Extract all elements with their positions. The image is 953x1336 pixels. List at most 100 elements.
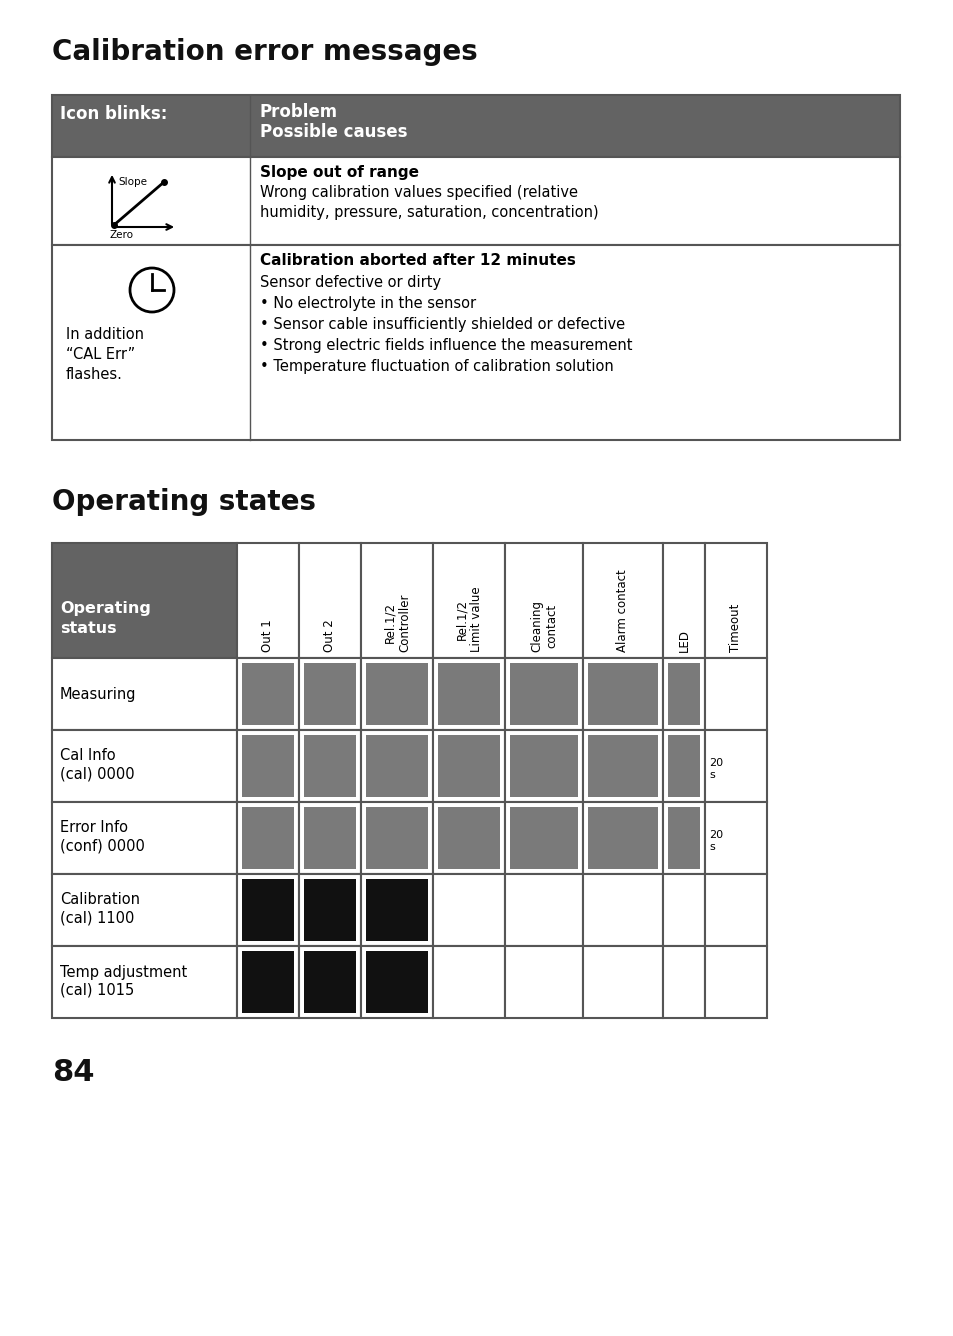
Bar [304,879,355,941]
Text: Rel.1/2
Limit value: Rel.1/2 Limit value [455,587,482,652]
Text: Sensor defective or dirty: Sensor defective or dirty [260,275,440,290]
Text: “CAL Err”: “CAL Err” [66,347,135,362]
Bar [52,729,236,802]
Bar [582,802,662,874]
Bar [433,659,504,729]
Bar [298,659,360,729]
Text: Operating: Operating [60,601,151,616]
Text: (cal) 1100: (cal) 1100 [60,911,134,926]
Bar [366,879,428,941]
Bar [236,542,298,659]
Bar [360,659,433,729]
Bar [366,807,428,868]
Bar [52,874,236,946]
Bar [242,735,294,798]
Bar [587,807,658,868]
Bar [510,807,578,868]
Text: • No electrolyte in the sensor: • No electrolyte in the sensor [260,297,476,311]
Text: Timeout: Timeout [729,604,741,652]
Bar [587,735,658,798]
Text: • Temperature fluctuation of calibration solution: • Temperature fluctuation of calibration… [260,359,613,374]
Bar [52,95,899,158]
Bar [667,735,700,798]
Text: Out 1: Out 1 [261,620,274,652]
Text: Calibration: Calibration [60,892,140,907]
Bar [582,542,662,659]
Bar [52,946,236,1018]
Bar [433,946,504,1018]
Bar [52,659,236,729]
Bar [366,951,428,1013]
Text: • Strong electric fields influence the measurement: • Strong electric fields influence the m… [260,338,632,353]
Bar [52,542,236,659]
Text: LED: LED [677,629,690,652]
Bar [52,244,899,440]
Text: flashes.: flashes. [66,367,123,382]
Text: 20
s: 20 s [708,758,722,780]
Bar [504,874,582,946]
Bar [304,807,355,868]
Bar [662,802,704,874]
Bar [433,729,504,802]
Text: Measuring: Measuring [60,687,136,701]
Text: Wrong calibration values specified (relative: Wrong calibration values specified (rela… [260,184,578,200]
Bar [242,951,294,1013]
Text: Temp adjustment: Temp adjustment [60,965,187,979]
Bar [298,729,360,802]
Bar [437,807,499,868]
Text: 84: 84 [52,1058,94,1088]
Text: (cal) 0000: (cal) 0000 [60,767,134,782]
Bar [242,879,294,941]
Bar [667,807,700,868]
Bar [587,663,658,725]
Bar [304,951,355,1013]
Bar [510,663,578,725]
Bar [298,946,360,1018]
Bar [236,946,298,1018]
Bar [298,874,360,946]
Bar [504,946,582,1018]
Bar [366,663,428,725]
Bar [52,158,899,244]
Bar [360,946,433,1018]
Text: Calibration aborted after 12 minutes: Calibration aborted after 12 minutes [260,253,576,269]
Text: Possible causes: Possible causes [260,123,407,142]
Bar [360,802,433,874]
Text: Problem: Problem [260,103,337,122]
Bar [52,802,236,874]
Text: 20
s: 20 s [708,830,722,851]
Bar [236,874,298,946]
Bar [304,663,355,725]
Bar [704,729,766,802]
Bar [662,542,704,659]
Bar [360,542,433,659]
Bar [582,729,662,802]
Bar [504,542,582,659]
Bar [433,802,504,874]
Text: Out 2: Out 2 [323,620,336,652]
Bar [304,735,355,798]
Bar [360,729,433,802]
Text: Cal Info: Cal Info [60,748,115,763]
Bar [437,663,499,725]
Bar [298,542,360,659]
Text: In addition: In addition [66,327,144,342]
Text: Slope out of range: Slope out of range [260,166,418,180]
Bar [582,874,662,946]
Bar [667,663,700,725]
Text: Rel.1/2
Controller: Rel.1/2 Controller [382,593,411,652]
Bar [236,802,298,874]
Bar [662,946,704,1018]
Text: status: status [60,621,116,636]
Bar [704,802,766,874]
Bar [433,874,504,946]
Text: Cleaning
contact: Cleaning contact [530,600,558,652]
Text: Calibration error messages: Calibration error messages [52,37,477,65]
Bar [662,874,704,946]
Text: Operating states: Operating states [52,488,315,516]
Bar [582,659,662,729]
Bar [236,729,298,802]
Bar [236,659,298,729]
Bar [437,735,499,798]
Bar [504,659,582,729]
